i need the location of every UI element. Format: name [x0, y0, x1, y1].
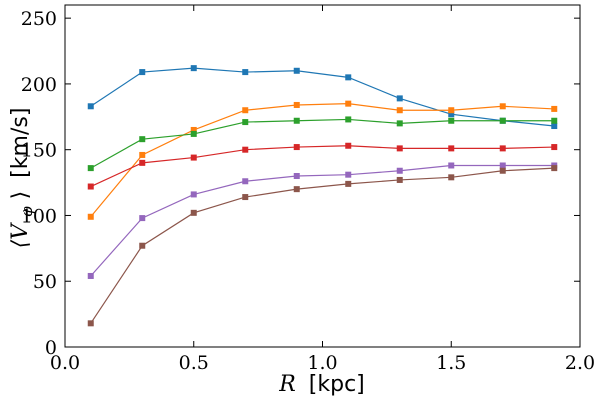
series-2-point — [499, 103, 506, 110]
x-tick-label: 2.0 — [565, 352, 595, 374]
y-axis-close: ⟩ — [8, 191, 33, 200]
series-6-line — [90, 167, 555, 324]
series-6-point — [190, 209, 197, 216]
series-4-point — [293, 144, 300, 151]
series-3-line — [90, 118, 555, 169]
y-axis-label: ⟨V φ ⟩ [km/s] — [8, 108, 38, 249]
series-3-point — [139, 136, 146, 143]
x-tick-label: 1.5 — [436, 352, 466, 374]
y-tick-label: 250 — [21, 8, 57, 30]
series-4-line — [90, 145, 555, 188]
series-6-point — [87, 320, 94, 327]
series-5-point — [139, 215, 146, 222]
series-1-point — [139, 69, 146, 76]
series-5-point — [87, 272, 94, 279]
y-tick-label: 0 — [45, 337, 57, 359]
series-2-point — [448, 107, 455, 114]
axes: 0.0 0.5 1.0 1.5 2.0 0 50 100 150 200 250 — [21, 4, 595, 374]
series-4-point — [190, 154, 197, 161]
y-axis-symbol: ⟨V — [8, 222, 33, 249]
y-tick-label: 100 — [21, 205, 57, 227]
series-2-point — [190, 126, 197, 133]
series-2-point — [139, 151, 146, 158]
y-tick-label: 200 — [21, 74, 57, 96]
series-1-point — [551, 123, 558, 130]
series-1-point — [448, 111, 455, 118]
series-4-point — [448, 145, 455, 152]
series-6-point — [242, 194, 249, 201]
x-axis-unit: [kpc] — [309, 372, 365, 397]
series-1-point — [242, 69, 249, 76]
series-3-point — [87, 165, 94, 172]
series-2-point — [293, 101, 300, 108]
series-2-point — [87, 213, 94, 220]
series-2 — [87, 100, 558, 220]
series-1-point — [345, 74, 352, 81]
series-1-line — [90, 67, 555, 127]
series-2-point — [242, 107, 249, 114]
series-5 — [87, 162, 558, 279]
series-6-point — [448, 174, 455, 181]
series-4-point — [139, 159, 146, 166]
x-tick-label: 0.0 — [50, 352, 80, 374]
series-3-point — [345, 116, 352, 123]
series-1-point — [396, 95, 403, 102]
series-6-point — [396, 176, 403, 183]
series-6 — [87, 165, 558, 327]
series-5-point — [499, 162, 506, 169]
series-4-point — [551, 144, 558, 151]
series-5-point — [396, 167, 403, 174]
series-5-point — [345, 171, 352, 178]
series-4-point — [345, 142, 352, 149]
series-3-point — [551, 117, 558, 124]
series-4-point — [242, 146, 249, 153]
series-3-point — [190, 130, 197, 137]
series-3-point — [448, 117, 455, 124]
series-1 — [87, 65, 558, 130]
series-2-point — [345, 100, 352, 107]
series-6-point — [139, 242, 146, 249]
series-3-point — [499, 117, 506, 124]
series-4-point — [396, 145, 403, 152]
series-4-point — [87, 183, 94, 190]
series-1-point — [87, 103, 94, 110]
series-5-point — [448, 162, 455, 169]
series-3-point — [293, 117, 300, 124]
x-axis-symbol: R — [278, 372, 296, 397]
series-6-point — [551, 165, 558, 172]
series-4-point — [499, 145, 506, 152]
series-2-point — [396, 107, 403, 114]
series-3 — [87, 116, 558, 172]
series-1-point — [190, 65, 197, 72]
series-6-point — [345, 180, 352, 187]
y-tick-label: 150 — [21, 140, 57, 162]
series-4 — [87, 142, 558, 190]
series-3-point — [396, 120, 403, 127]
series-2-point — [551, 105, 558, 112]
series-1-point — [293, 67, 300, 74]
series-3-point — [242, 119, 249, 126]
plot-area — [87, 65, 558, 327]
series-5-line — [90, 164, 555, 277]
y-axis-subscript: φ — [18, 206, 36, 217]
x-axis-label: R [kpc] — [278, 372, 365, 397]
x-tick-label: 0.5 — [179, 352, 209, 374]
series-2-line — [90, 103, 555, 218]
y-axis-unit: [km/s] — [8, 108, 33, 178]
plot-frame — [64, 4, 581, 348]
y-tick-label: 50 — [33, 271, 57, 293]
series-6-point — [293, 186, 300, 193]
series-5-point — [190, 191, 197, 198]
x-tick-label: 1.0 — [307, 352, 337, 374]
series-6-point — [499, 167, 506, 174]
series-5-point — [242, 178, 249, 185]
series-5-point — [293, 173, 300, 179]
